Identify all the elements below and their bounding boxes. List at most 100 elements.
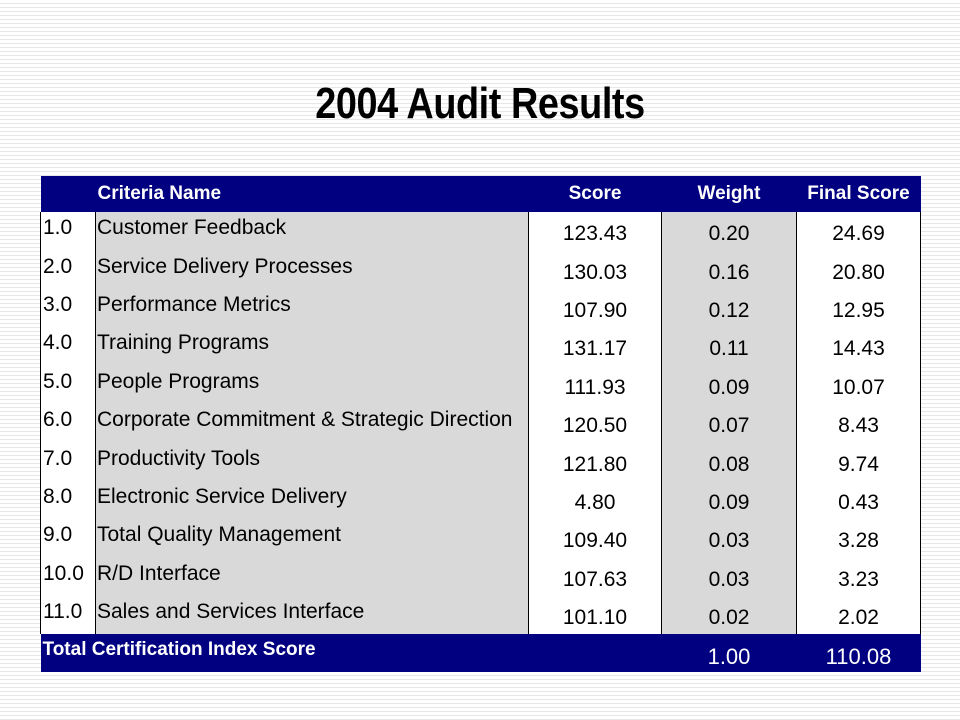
score-value-cell: 107.63 bbox=[528, 557, 662, 596]
final-score-value-cell: 24.69 bbox=[796, 212, 921, 251]
weight-value-cell: 0.12 bbox=[661, 288, 797, 328]
row-number: 8.0 bbox=[43, 484, 73, 508]
header-final-score: Final Score bbox=[807, 183, 910, 204]
weight-value: 0.11 bbox=[709, 337, 749, 361]
row-number-cell: 5.0 bbox=[40, 365, 96, 404]
weight-value: 0.16 bbox=[708, 260, 750, 284]
criteria-name: Performance Metrics bbox=[97, 292, 291, 316]
header-number bbox=[41, 176, 96, 212]
criteria-name: People Programs bbox=[97, 369, 260, 393]
final-score-value: 8.43 bbox=[838, 414, 879, 438]
table-row: 4.0 Training Programs 131.17 0.11 14.43 bbox=[40, 327, 921, 366]
row-number-cell: 10.0 bbox=[40, 557, 96, 596]
row-number: 4.0 bbox=[43, 331, 73, 355]
criteria-name: Electronic Service Delivery bbox=[97, 484, 347, 508]
score-value-cell: 101.10 bbox=[528, 595, 662, 635]
final-score-value: 3.28 bbox=[838, 529, 879, 553]
footer-weight-total-text: 1.00 bbox=[707, 644, 751, 670]
criteria-name-cell: R/D Interface bbox=[95, 557, 529, 596]
weight-value: 0.03 bbox=[708, 567, 750, 591]
final-score-value: 24.69 bbox=[832, 222, 885, 246]
criteria-name: Productivity Tools bbox=[97, 446, 261, 470]
final-score-value: 10.07 bbox=[832, 375, 885, 399]
score-value: 111.93 bbox=[564, 375, 626, 399]
score-value-cell: 130.03 bbox=[528, 250, 662, 289]
final-score-value: 12.95 bbox=[832, 298, 885, 322]
score-value-cell: 4.80 bbox=[528, 480, 662, 520]
score-value: 123.43 bbox=[562, 222, 628, 246]
weight-value: 0.20 bbox=[708, 222, 750, 246]
final-score-value: 2.02 bbox=[838, 606, 879, 630]
criteria-name-cell: Sales and Services Interface bbox=[95, 595, 529, 635]
row-number: 6.0 bbox=[43, 408, 73, 432]
weight-value-cell: 0.09 bbox=[661, 365, 797, 404]
score-value: 109.40 bbox=[562, 529, 628, 553]
table-header-row: Criteria Name Score Weight Final Score bbox=[40, 176, 921, 212]
row-number: 10.0 bbox=[43, 561, 84, 585]
slide-title: 2004 Audit Results bbox=[315, 79, 645, 128]
row-number-cell: 8.0 bbox=[40, 480, 96, 520]
row-number-cell: 6.0 bbox=[40, 403, 96, 443]
weight-value: 0.03 bbox=[708, 529, 750, 553]
row-number: 11.0 bbox=[43, 600, 83, 624]
weight-value-cell: 0.08 bbox=[661, 442, 797, 481]
weight-value: 0.09 bbox=[708, 375, 750, 399]
footer-label-text: Total Certification Index Score bbox=[42, 639, 316, 661]
header-score: Score bbox=[568, 183, 622, 204]
footer-final-total-text: 110.08 bbox=[825, 644, 892, 670]
final-score-value: 14.43 bbox=[832, 337, 885, 361]
final-score-value-cell: 14.43 bbox=[796, 327, 921, 366]
score-value: 107.63 bbox=[562, 567, 628, 591]
final-score-value-cell: 0.43 bbox=[796, 480, 921, 520]
weight-value: 0.07 bbox=[708, 414, 750, 438]
audit-results-table: Criteria Name Score Weight Final Score 1… bbox=[40, 176, 921, 673]
footer-label: Total Certification Index Score bbox=[41, 634, 662, 672]
final-score-value-cell: 3.23 bbox=[796, 557, 921, 596]
table-row: 2.0 Service Delivery Processes 130.03 0.16 2… bbox=[40, 250, 921, 289]
weight-value: 0.12 bbox=[708, 298, 750, 322]
criteria-name: Total Quality Management bbox=[97, 523, 341, 547]
row-number-cell: 1.0 bbox=[40, 212, 96, 251]
final-score-value-cell: 2.02 bbox=[796, 595, 921, 635]
final-score-value: 0.43 bbox=[838, 490, 879, 514]
weight-value-cell: 0.02 bbox=[661, 595, 797, 635]
final-score-value-cell: 10.07 bbox=[796, 365, 921, 404]
weight-value-cell: 0.03 bbox=[661, 519, 797, 558]
weight-value-cell: 0.07 bbox=[661, 403, 797, 443]
score-value-cell: 120.50 bbox=[528, 403, 662, 443]
score-value-cell: 123.43 bbox=[528, 212, 662, 251]
row-number-cell: 4.0 bbox=[40, 327, 96, 366]
final-score-value-cell: 3.28 bbox=[796, 519, 921, 558]
weight-value-cell: 0.16 bbox=[661, 250, 797, 289]
table-row: 6.0 Corporate Commitment & Strategic Dire… bbox=[40, 403, 921, 443]
table-footer-row: Total Certification Index Score 1.00 110… bbox=[40, 634, 921, 673]
final-score-value-cell: 20.80 bbox=[796, 250, 921, 289]
criteria-name: Service Delivery Processes bbox=[97, 254, 353, 278]
score-value: 4.80 bbox=[574, 490, 616, 514]
row-number-cell: 2.0 bbox=[40, 250, 96, 289]
row-number-cell: 11.0 bbox=[40, 595, 96, 635]
weight-value: 0.09 bbox=[708, 490, 750, 514]
table-row: 11.0 Sales and Services Interface 101.10 0.… bbox=[40, 595, 921, 635]
score-value-cell: 109.40 bbox=[528, 519, 662, 558]
score-value-cell: 131.17 bbox=[528, 327, 662, 366]
row-number: 1.0 bbox=[43, 216, 73, 240]
final-score-value-cell: 8.43 bbox=[796, 403, 921, 443]
header-weight: Weight bbox=[697, 183, 761, 204]
score-value-cell: 121.80 bbox=[528, 442, 662, 481]
row-number: 3.0 bbox=[43, 292, 73, 316]
criteria-name-cell: Performance Metrics bbox=[95, 288, 529, 328]
table-row: 8.0 Electronic Service Delivery 4.80 0.09 0.… bbox=[40, 480, 921, 520]
score-value: 101.10 bbox=[562, 606, 628, 630]
score-value: 130.03 bbox=[562, 260, 628, 284]
weight-value-cell: 0.11 bbox=[661, 327, 797, 366]
weight-value: 0.08 bbox=[708, 452, 750, 476]
table-row: 1.0 Customer Feedback 123.43 0.20 24.69 bbox=[40, 212, 921, 251]
criteria-name-cell: Total Quality Management bbox=[95, 519, 529, 558]
final-score-value: 9.74 bbox=[838, 452, 879, 476]
row-number: 5.0 bbox=[43, 369, 73, 393]
criteria-name: Sales and Services Interface bbox=[97, 600, 365, 624]
criteria-name: Customer Feedback bbox=[97, 216, 287, 240]
table-body: 1.0 Customer Feedback 123.43 0.20 24.69 2.0 Se… bbox=[40, 212, 921, 635]
footer-weight-total: 1.00 bbox=[662, 634, 797, 672]
